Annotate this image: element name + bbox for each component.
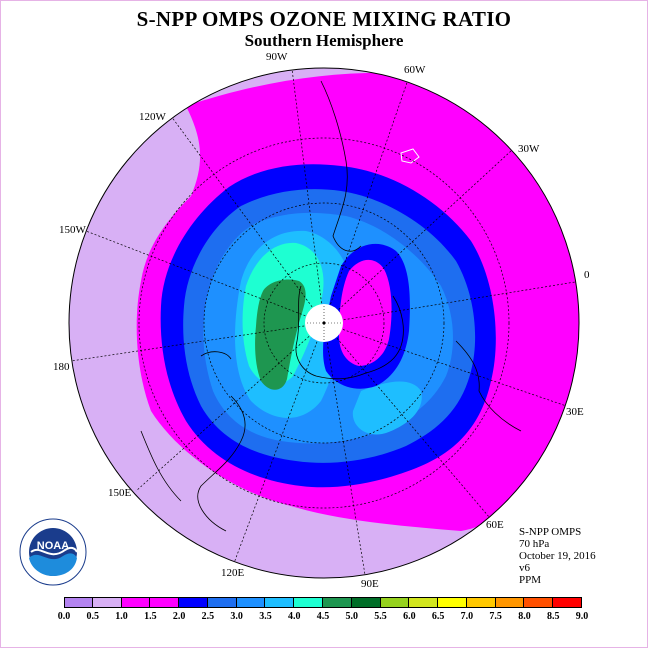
colorbar-tick-label: 5.5 <box>374 611 387 622</box>
info-panel: S-NPP OMPS 70 hPa October 19, 2016 v6 PP… <box>519 526 596 586</box>
colorbar-segment <box>179 597 208 608</box>
colorbar-segment <box>236 597 266 608</box>
lon-label-0: 0 <box>584 269 590 281</box>
inner-magenta-hole <box>339 259 392 366</box>
lon-label-90e: 90E <box>361 578 379 590</box>
lon-label-60w: 60W <box>404 64 426 76</box>
colorbar-segment <box>553 597 582 608</box>
info-date: October 19, 2016 <box>519 550 596 562</box>
map-subtitle: Southern Hemisphere <box>244 31 404 50</box>
colorbar-tick-label: 5.0 <box>345 611 359 622</box>
lon-label-30w: 30W <box>518 143 540 155</box>
colorbar-tick-label: 8.0 <box>518 611 531 622</box>
colorbar-tick-label: 2.0 <box>172 611 186 622</box>
info-instrument: S-NPP OMPS <box>519 526 582 538</box>
colorbar-segment <box>380 597 410 608</box>
info-version: v6 <box>519 562 530 574</box>
colorbar-segment <box>524 597 554 608</box>
lon-label-120e: 120E <box>221 567 245 579</box>
noaa-logo: NOAA <box>19 518 87 586</box>
colorbar-segment <box>323 597 352 608</box>
colorbar-tick-label: 6.5 <box>431 611 445 622</box>
colorbar-segment <box>150 597 180 608</box>
colorbar-segment <box>265 597 295 608</box>
colorbar-tick-label: 8.5 <box>546 611 560 622</box>
colorbar-segment <box>294 597 323 608</box>
band-3.5-4.0-east <box>352 381 422 435</box>
colorbar-tick-label: 3.0 <box>230 611 243 622</box>
map-outline <box>68 67 580 579</box>
colorbar-tick-label: 0.0 <box>57 611 71 622</box>
colorbar-segment <box>92 597 122 608</box>
colorbar-tick-label: 7.5 <box>489 611 502 622</box>
colorbar-tick-label: 1.5 <box>144 611 157 622</box>
colorbar-segment <box>207 597 237 608</box>
colorbar-tick-label: 1.0 <box>115 611 128 622</box>
lon-label-90w: 90W <box>266 51 288 63</box>
colorbar-segment <box>438 597 467 608</box>
lon-label-30e: 30E <box>566 406 584 418</box>
colorbar-tick-label: 2.5 <box>201 611 215 622</box>
band-4.5-5.0 <box>255 279 306 390</box>
lon-label-180: 180 <box>53 361 70 373</box>
graticule-meridians <box>70 68 579 578</box>
colorbar-segment <box>409 597 439 608</box>
coastlines <box>140 80 522 532</box>
lon-label-150e: 150E <box>108 487 132 499</box>
colorbar-segment <box>64 597 93 608</box>
graticule-parallels <box>138 137 510 509</box>
lon-label-120w: 120W <box>139 111 166 123</box>
colorbar-tick-label: 4.0 <box>287 611 301 622</box>
colorbar-segment <box>121 597 151 608</box>
colorbar-tick-label: 0.5 <box>86 611 100 622</box>
magenta-island <box>400 148 420 164</box>
noaa-logo-text: NOAA <box>37 540 69 552</box>
colorbar-tick-label: 9.0 <box>575 611 589 622</box>
colorbar-tick-label: 6.0 <box>403 611 416 622</box>
info-units: PPM <box>519 574 542 586</box>
map-title: S-NPP OMPS OZONE MIXING RATIO <box>136 7 512 31</box>
colorbar-tick-label: 7.0 <box>460 611 474 622</box>
colorbar-tick-label: 4.5 <box>316 611 330 622</box>
info-level: 70 hPa <box>519 538 550 550</box>
colorbar-tick-label: 3.5 <box>259 611 272 622</box>
lon-label-60e: 60E <box>486 519 504 531</box>
colorbar-segment <box>495 597 525 608</box>
lon-label-150w: 150W <box>59 224 86 236</box>
colorbar-segment <box>351 597 381 608</box>
colorbar-segment <box>466 597 496 608</box>
